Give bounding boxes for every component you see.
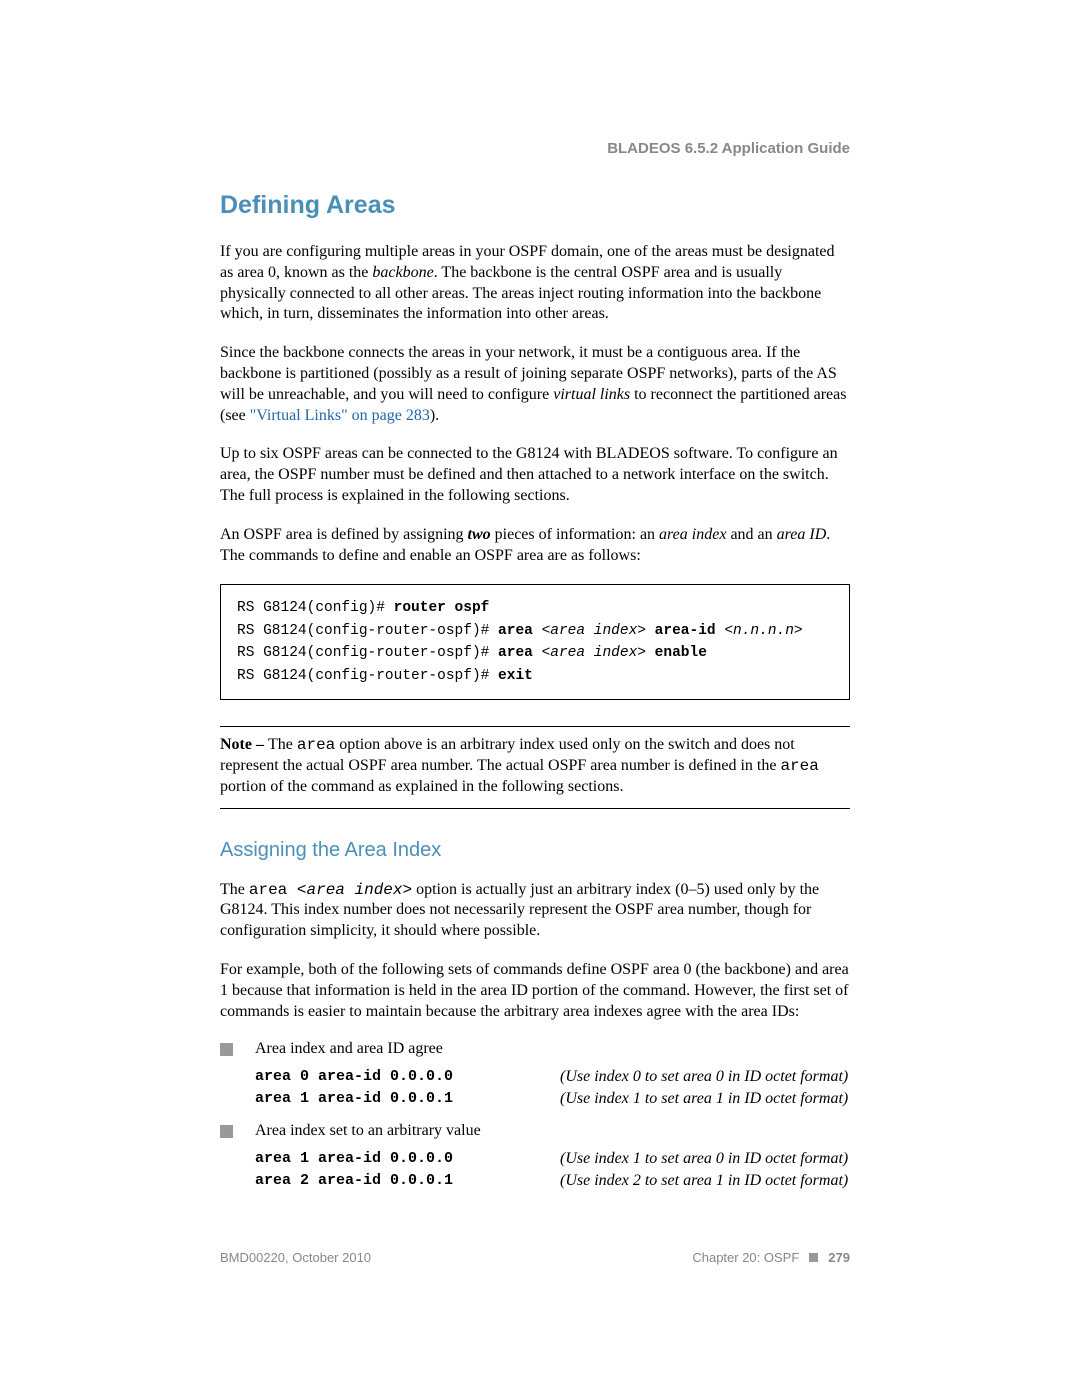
term-area-id: area ID [777, 526, 827, 543]
placeholder: <area index> [297, 881, 412, 899]
section-title: Defining Areas [220, 191, 850, 220]
example-note: (Use index 1 to set area 1 in ID octet f… [560, 1090, 848, 1108]
example-note: (Use index 1 to set area 0 in ID octet f… [560, 1150, 848, 1168]
prompt: RS G8124(config-router-ospf)# [237, 623, 498, 639]
placeholder: <area index> [542, 645, 646, 661]
bullet-text: Area index and area ID agree [255, 1040, 443, 1058]
link-virtual-links[interactable]: "Virtual Links" on page 283 [250, 407, 430, 424]
paragraph-2: Since the backbone connects the areas in… [220, 343, 850, 426]
bullet-icon [220, 1043, 233, 1056]
prompt: RS G8124(config-router-ospf)# [237, 645, 498, 661]
footer-page-number: 279 [828, 1250, 850, 1265]
example-group-2: area 1 area-id 0.0.0.0 (Use index 1 to s… [220, 1150, 850, 1190]
paragraph-6: For example, both of the following sets … [220, 960, 850, 1022]
text: An OSPF area is defined by assigning [220, 526, 468, 543]
bullet-item-1: Area index and area ID agree [220, 1040, 850, 1058]
example-note: (Use index 2 to set area 1 in ID octet f… [560, 1172, 848, 1190]
footer-left: BMD00220, October 2010 [220, 1250, 371, 1265]
note-label: Note – [220, 736, 268, 753]
example-row: area 1 area-id 0.0.0.0 (Use index 1 to s… [255, 1150, 850, 1168]
placeholder: <n.n.n.n> [724, 623, 802, 639]
prompt: RS G8124(config-router-ospf)# [237, 668, 498, 684]
text: and an [726, 526, 776, 543]
example-row: area 2 area-id 0.0.0.1 (Use index 2 to s… [255, 1172, 850, 1190]
bullet-item-2: Area index set to an arbitrary value [220, 1122, 850, 1140]
example-command: area 2 area-id 0.0.0.1 [255, 1172, 560, 1190]
page-footer: BMD00220, October 2010 Chapter 20: OSPF … [220, 1250, 850, 1265]
placeholder: <area index> [542, 623, 646, 639]
code-inline: area [249, 881, 297, 899]
example-row: area 1 area-id 0.0.0.1 (Use index 1 to s… [255, 1090, 850, 1108]
example-command: area 1 area-id 0.0.0.0 [255, 1150, 560, 1168]
prompt: RS G8124(config)# [237, 600, 394, 616]
command: area [498, 645, 542, 661]
command: area [498, 623, 542, 639]
command: router ospf [394, 600, 490, 616]
paragraph-4: An OSPF area is defined by assigning two… [220, 525, 850, 567]
paragraph-3: Up to six OSPF areas can be connected to… [220, 444, 850, 506]
command: area-id [646, 623, 724, 639]
command: enable [646, 645, 707, 661]
example-group-1: area 0 area-id 0.0.0.0 (Use index 0 to s… [220, 1068, 850, 1108]
code-inline: area [780, 757, 818, 775]
example-note: (Use index 0 to set area 0 in ID octet f… [560, 1068, 848, 1086]
footer-chapter: Chapter 20: OSPF [692, 1250, 799, 1265]
code-line-1: RS G8124(config)# router ospf [237, 597, 833, 619]
code-inline: area [297, 736, 335, 754]
term-backbone: backbone [372, 264, 433, 281]
code-line-4: RS G8124(config-router-ospf)# exit [237, 665, 833, 687]
text: The [268, 736, 297, 753]
text: ). [430, 407, 439, 424]
text: pieces of information: an [491, 526, 659, 543]
code-line-3: RS G8124(config-router-ospf)# area <area… [237, 642, 833, 664]
subsection-title: Assigning the Area Index [220, 839, 850, 862]
bullet-text: Area index set to an arbitrary value [255, 1122, 481, 1140]
example-command: area 0 area-id 0.0.0.0 [255, 1068, 560, 1086]
term-area-index: area index [659, 526, 726, 543]
note-block: Note – The area option above is an arbit… [220, 726, 850, 808]
command: exit [498, 668, 533, 684]
code-line-2: RS G8124(config-router-ospf)# area <area… [237, 620, 833, 642]
square-icon [809, 1253, 818, 1262]
text: The [220, 881, 249, 898]
example-command: area 1 area-id 0.0.0.1 [255, 1090, 560, 1108]
paragraph-5: The area <area index> option is actually… [220, 880, 850, 942]
paragraph-1: If you are configuring multiple areas in… [220, 242, 850, 325]
code-block: RS G8124(config)# router ospf RS G8124(c… [220, 584, 850, 700]
page-header: BLADEOS 6.5.2 Application Guide [220, 140, 850, 157]
text: portion of the command as explained in t… [220, 778, 623, 795]
bullet-icon [220, 1125, 233, 1138]
footer-right: Chapter 20: OSPF 279 [692, 1250, 850, 1265]
example-row: area 0 area-id 0.0.0.0 (Use index 0 to s… [255, 1068, 850, 1086]
term-two: two [468, 526, 491, 543]
term-virtual-links: virtual links [553, 386, 630, 403]
